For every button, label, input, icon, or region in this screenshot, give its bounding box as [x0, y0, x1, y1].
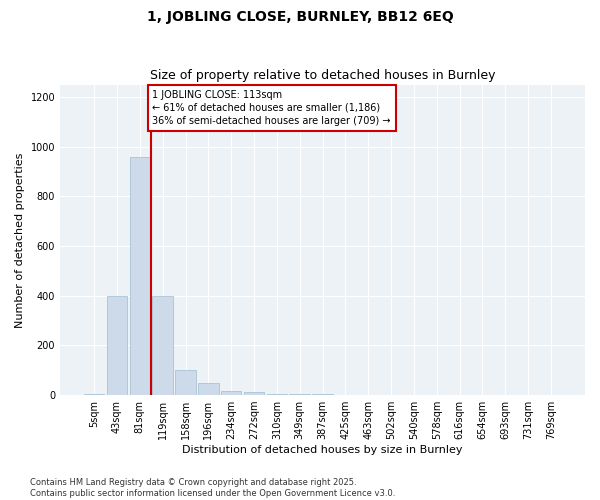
Y-axis label: Number of detached properties: Number of detached properties [15, 152, 25, 328]
Bar [266, 394, 287, 395]
Title: Size of property relative to detached houses in Burnley: Size of property relative to detached ho… [150, 69, 495, 82]
Bar [130, 156, 150, 395]
Bar [198, 382, 218, 395]
Bar [84, 394, 104, 395]
X-axis label: Distribution of detached houses by size in Burnley: Distribution of detached houses by size … [182, 445, 463, 455]
Bar [289, 394, 310, 395]
Bar [221, 392, 241, 395]
Bar [107, 296, 127, 395]
Bar [244, 392, 264, 395]
Text: 1, JOBLING CLOSE, BURNLEY, BB12 6EQ: 1, JOBLING CLOSE, BURNLEY, BB12 6EQ [146, 10, 454, 24]
Bar [175, 370, 196, 395]
Text: 1 JOBLING CLOSE: 113sqm
← 61% of detached houses are smaller (1,186)
36% of semi: 1 JOBLING CLOSE: 113sqm ← 61% of detache… [152, 90, 391, 126]
Bar [312, 394, 333, 395]
Bar [152, 296, 173, 395]
Text: Contains HM Land Registry data © Crown copyright and database right 2025.
Contai: Contains HM Land Registry data © Crown c… [30, 478, 395, 498]
